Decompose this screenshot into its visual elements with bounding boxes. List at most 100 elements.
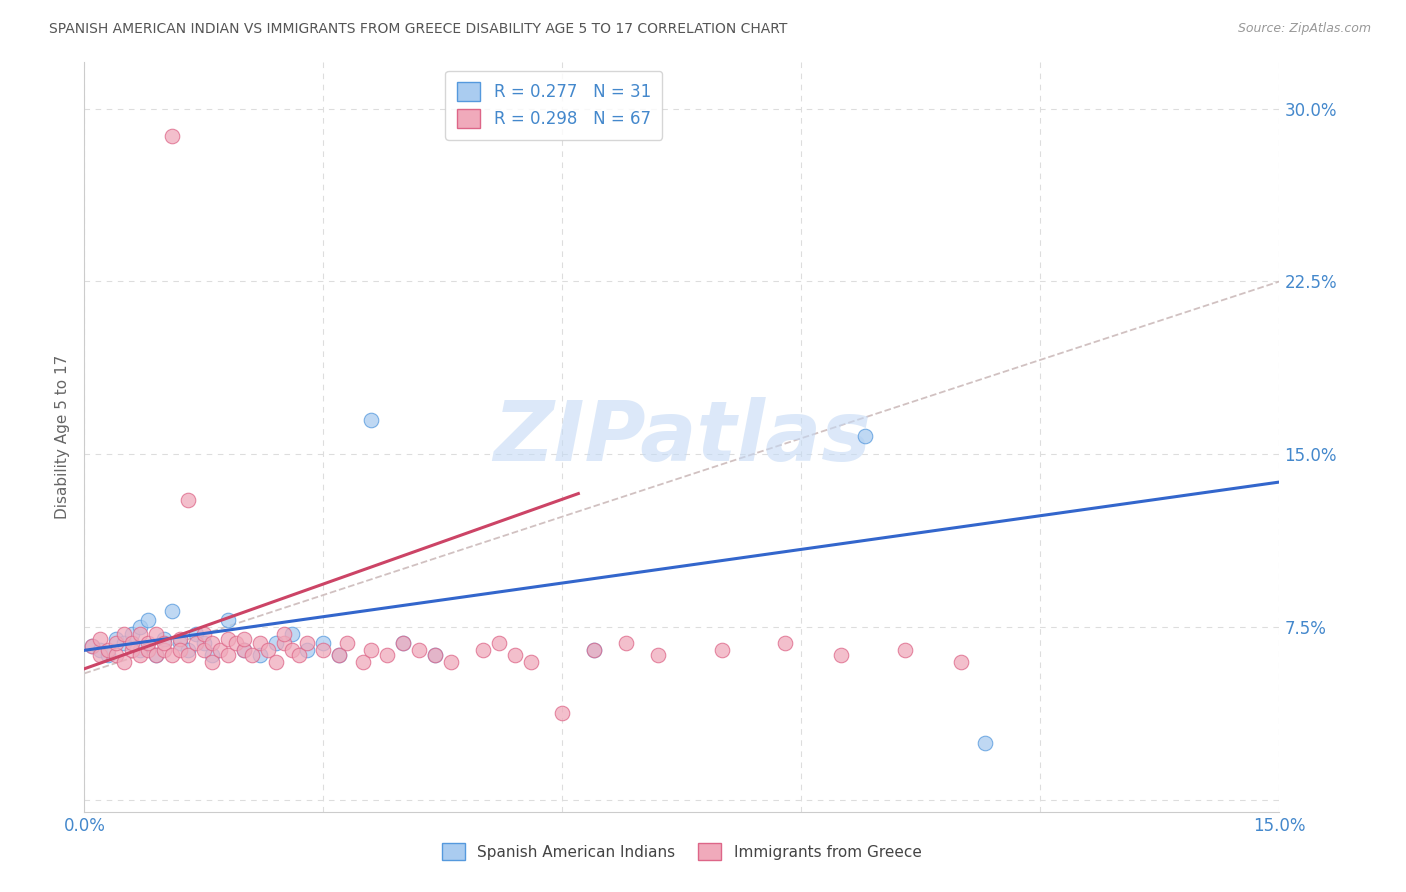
Point: [160, 648, 183, 662]
Point: [583, 643, 606, 657]
Point: [177, 643, 200, 657]
Point: [105, 648, 128, 662]
Point: [519, 655, 541, 669]
Point: [145, 627, 167, 641]
Point: [105, 632, 128, 646]
Point: [153, 632, 176, 646]
Point: [169, 636, 191, 650]
Point: [328, 648, 350, 662]
Point: [249, 636, 271, 650]
Point: [503, 648, 526, 662]
Point: [288, 648, 311, 662]
Point: [217, 648, 239, 662]
Point: [336, 636, 359, 650]
Point: [392, 636, 415, 650]
Point: [129, 620, 152, 634]
Point: [169, 643, 191, 657]
Point: [973, 735, 995, 749]
Point: [82, 639, 104, 653]
Point: [136, 643, 159, 657]
Point: [153, 636, 176, 650]
Point: [312, 636, 335, 650]
Point: [201, 648, 224, 662]
Point: [423, 648, 446, 662]
Point: [232, 632, 254, 646]
Point: [408, 643, 430, 657]
Point: [551, 706, 574, 720]
Point: [89, 632, 111, 646]
Point: [273, 627, 295, 641]
Point: [184, 636, 207, 650]
Point: [184, 627, 207, 641]
Legend: Spanish American Indians, Immigrants from Greece: Spanish American Indians, Immigrants fro…: [434, 836, 929, 868]
Point: [129, 627, 152, 641]
Point: [894, 643, 917, 657]
Point: [232, 643, 254, 657]
Point: [121, 636, 143, 650]
Point: [614, 636, 637, 650]
Point: [273, 636, 295, 650]
Point: [440, 655, 463, 669]
Text: SPANISH AMERICAN INDIAN VS IMMIGRANTS FROM GREECE DISABILITY AGE 5 TO 17 CORRELA: SPANISH AMERICAN INDIAN VS IMMIGRANTS FR…: [49, 22, 787, 37]
Point: [360, 643, 382, 657]
Point: [129, 643, 152, 657]
Point: [297, 636, 319, 650]
Point: [488, 636, 510, 650]
Point: [129, 648, 152, 662]
Point: [193, 627, 215, 641]
Point: [153, 643, 176, 657]
Point: [136, 613, 159, 627]
Point: [232, 643, 254, 657]
Point: [145, 648, 167, 662]
Point: [105, 636, 128, 650]
Point: [217, 632, 239, 646]
Point: [423, 648, 446, 662]
Point: [121, 627, 143, 641]
Point: [169, 632, 191, 646]
Point: [89, 648, 111, 662]
Point: [352, 655, 374, 669]
Point: [193, 643, 215, 657]
Point: [647, 648, 669, 662]
Point: [121, 643, 143, 657]
Point: [112, 636, 135, 650]
Y-axis label: Disability Age 5 to 17: Disability Age 5 to 17: [55, 355, 70, 519]
Point: [280, 627, 302, 641]
Point: [89, 643, 111, 657]
Point: [830, 648, 852, 662]
Point: [312, 643, 335, 657]
Point: [710, 643, 733, 657]
Point: [112, 627, 135, 641]
Point: [297, 643, 319, 657]
Point: [471, 643, 494, 657]
Point: [145, 648, 167, 662]
Point: [264, 636, 287, 650]
Point: [240, 648, 263, 662]
Point: [360, 413, 382, 427]
Text: ZIPatlas: ZIPatlas: [494, 397, 870, 477]
Point: [193, 636, 215, 650]
Point: [97, 648, 120, 662]
Point: [775, 636, 797, 650]
Point: [160, 129, 183, 144]
Point: [112, 655, 135, 669]
Point: [256, 643, 278, 657]
Point: [280, 643, 302, 657]
Point: [97, 643, 120, 657]
Point: [201, 636, 224, 650]
Point: [136, 636, 159, 650]
Point: [375, 648, 398, 662]
Point: [217, 613, 239, 627]
Text: Source: ZipAtlas.com: Source: ZipAtlas.com: [1237, 22, 1371, 36]
Point: [177, 493, 200, 508]
Point: [264, 655, 287, 669]
Point: [328, 648, 350, 662]
Point: [392, 636, 415, 650]
Point: [583, 643, 606, 657]
Point: [177, 648, 200, 662]
Point: [82, 639, 104, 653]
Point: [949, 655, 972, 669]
Point: [208, 643, 231, 657]
Point: [853, 429, 876, 443]
Point: [225, 636, 247, 650]
